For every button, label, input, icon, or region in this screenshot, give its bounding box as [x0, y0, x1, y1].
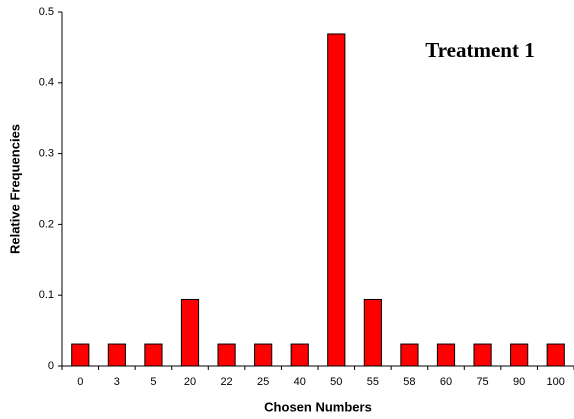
x-tick-label: 50	[330, 376, 342, 388]
y-axis-title: Relative Frequencies	[7, 124, 22, 254]
y-tick-label: 0.2	[39, 218, 54, 230]
y-tick-label: 0.4	[39, 77, 54, 89]
y-tick-label: 0.3	[39, 148, 54, 160]
bar	[400, 343, 419, 367]
x-axis-title: Chosen Numbers	[264, 399, 372, 414]
x-tick-label: 100	[547, 376, 565, 388]
x-tick-label: 75	[476, 376, 488, 388]
bar	[107, 343, 126, 367]
chart-title: Treatment 1	[425, 38, 534, 62]
x-tick-label: 58	[403, 376, 415, 388]
x-tick-label: 5	[150, 376, 156, 388]
y-tick-label: 0	[48, 360, 54, 372]
bar	[546, 343, 565, 367]
y-tick-label: 0.5	[39, 6, 54, 18]
x-tick-label: 25	[257, 376, 269, 388]
bar	[436, 343, 456, 367]
x-tick-label: 20	[184, 376, 196, 388]
x-tick-label: 22	[220, 376, 232, 388]
bar	[363, 298, 382, 367]
bar	[180, 298, 200, 367]
bar	[290, 343, 309, 367]
x-tick-label: 0	[77, 376, 83, 388]
bar	[473, 343, 492, 367]
bar	[510, 343, 529, 367]
x-tick-label: 3	[114, 376, 120, 388]
bar	[71, 343, 90, 367]
y-tick-label: 0.1	[39, 289, 54, 301]
bar	[327, 33, 346, 367]
x-tick-label: 40	[294, 376, 306, 388]
bar	[144, 343, 163, 367]
x-tick-label: 90	[513, 376, 525, 388]
x-tick-label: 60	[440, 376, 452, 388]
bar	[254, 343, 273, 367]
bar	[217, 343, 236, 367]
x-tick-label: 55	[367, 376, 379, 388]
